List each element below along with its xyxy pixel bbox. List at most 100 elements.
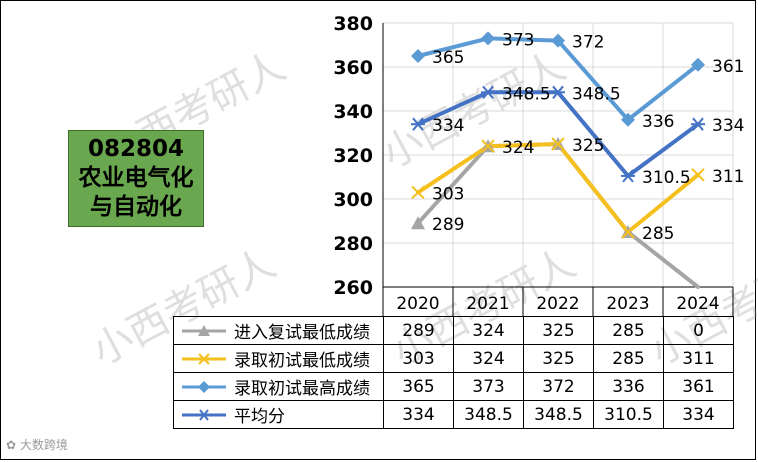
marker-s1-2021-b	[481, 139, 495, 153]
legend-key-icon	[182, 408, 226, 421]
marker-s1-2020	[411, 185, 425, 200]
legend-key-icon	[182, 380, 226, 393]
marker-s3-2024	[691, 117, 705, 131]
y-tick-label-380: 380	[333, 13, 373, 35]
legend-label: 平均分	[234, 407, 285, 427]
point-label-s3-2021: 348.5	[502, 84, 551, 104]
major-name-line2: 与自动化	[90, 194, 182, 220]
point-label-s3-2024: 334	[712, 116, 744, 136]
x-tick-label-2021: 2021	[466, 294, 509, 314]
table-cell: 348.5	[523, 400, 594, 429]
legend-cell: 录取初试最低成绩	[173, 344, 384, 373]
marker-s2-2024	[691, 57, 705, 72]
table-row: 录取初试最低成绩 303 324 325 285 311	[173, 344, 734, 373]
legend-label: 录取初试最低成绩	[234, 351, 370, 371]
table-row: 平均分 334 348.5 348.5 310.5 334	[173, 400, 734, 429]
table-cell: 348.5	[453, 400, 524, 429]
table-cell: 289	[383, 316, 454, 345]
table-cell: 334	[663, 400, 734, 429]
legend-key-marker-b	[198, 352, 210, 365]
table-cell: 324	[453, 316, 524, 345]
table-cell: 372	[523, 372, 594, 401]
y-axis: 260 280 300 320 340 360 380	[333, 13, 384, 299]
marker-s1-2023-b	[621, 225, 635, 239]
y-tick-label-280: 280	[333, 233, 373, 255]
point-label-s1-2022: 325	[572, 136, 604, 156]
table-cell: 311	[663, 344, 734, 373]
corner-logo-text: 大数跨境	[19, 438, 68, 452]
y-tick-label-260: 260	[333, 277, 373, 299]
marker-s3-2022	[551, 85, 565, 99]
legend-key-marker	[198, 324, 210, 336]
legend-label: 录取初试最高成绩	[234, 379, 370, 399]
legend-key-icon	[182, 352, 226, 365]
data-table: 进入复试最低成绩 289 324 325 285 0 录取初试最低成绩 303 324 325 28…	[173, 316, 734, 429]
legend-key-marker	[198, 380, 210, 393]
table-cell: 324	[453, 344, 524, 373]
marker-s1-2020-b	[411, 185, 425, 200]
marker-s1-2023	[621, 225, 635, 239]
corner-logo: ✿ 大数跨境	[6, 436, 68, 453]
point-label-s3-2020: 334	[432, 116, 464, 136]
legend-label: 进入复试最低成绩	[234, 323, 370, 343]
major-code-badge: 082804 农业电气化 与自动化	[68, 130, 204, 227]
x-tick-label-2020: 2020	[396, 294, 439, 314]
marker-s2-2021	[481, 31, 495, 46]
point-label-s2-2023: 336	[642, 112, 674, 132]
series-lines	[416, 36, 700, 289]
table-cell: 0	[663, 316, 734, 345]
marker-s1-2024	[691, 168, 705, 182]
table-cell: 325	[523, 316, 594, 345]
marker-s3-2024-d2	[692, 117, 704, 131]
marker-s3-2022-d2	[552, 85, 564, 99]
marker-s3-2020-d2	[412, 117, 424, 131]
point-label-s3-2023: 310.5	[642, 168, 691, 188]
marker-s1-2021	[481, 139, 495, 153]
marker-s3-2021	[481, 85, 495, 99]
legend-cell: 进入复试最低成绩	[173, 316, 384, 345]
legend-cell: 录取初试最高成绩	[173, 372, 384, 401]
point-label-s0-2023: 285	[642, 224, 674, 244]
legend-key-marker-d2	[199, 408, 209, 421]
marker-s3-2023-d2	[622, 169, 634, 183]
marker-s0-2020	[411, 216, 425, 230]
table-cell: 303	[383, 344, 454, 373]
marker-s3-2020	[411, 117, 425, 131]
marker-s2-2022	[551, 33, 565, 48]
point-label-s2-2020: 365	[432, 48, 464, 68]
marker-s3-2021-d2	[482, 85, 494, 99]
legend-key-icon	[182, 324, 226, 336]
marker-s1-2022-b	[551, 137, 565, 151]
y-tick-label-340: 340	[333, 101, 373, 123]
y-tick-label-320: 320	[333, 145, 373, 167]
y-tick-label-360: 360	[333, 57, 373, 79]
marker-s2-2023	[621, 112, 635, 127]
point-label-s1-2021: 324	[502, 138, 534, 158]
table-cell: 373	[453, 372, 524, 401]
table-cell: 285	[593, 316, 664, 345]
corner-logo-icon: ✿	[6, 438, 17, 452]
point-label-s0-2020: 289	[432, 215, 464, 235]
point-label-s1-2020: 303	[432, 184, 464, 204]
point-label-s2-2021: 373	[502, 30, 534, 50]
marker-s3-2023	[621, 169, 635, 183]
x-tick-label-2024: 2024	[676, 294, 719, 314]
marker-s2-2020	[411, 49, 425, 63]
major-name-line1: 农业电气化	[78, 165, 194, 191]
point-label-s1-2024: 311	[712, 167, 744, 187]
table-cell: 336	[593, 372, 664, 401]
point-label-s2-2022: 372	[572, 33, 604, 53]
table-row: 进入复试最低成绩 289 324 325 285 0	[173, 316, 734, 345]
marker-s1-2022	[551, 137, 565, 151]
x-tick-label-2023: 2023	[606, 294, 649, 314]
table-cell: 334	[383, 400, 454, 429]
series-markers	[411, 31, 705, 239]
table-cell: 325	[523, 344, 594, 373]
table-row: 录取初试最高成绩 365 373 372 336 361	[173, 372, 734, 401]
y-tick-label-300: 300	[333, 189, 373, 211]
table-cell: 285	[593, 344, 664, 373]
x-axis: 2020 2021 2022 2023 2024	[382, 286, 734, 316]
table-cell: 310.5	[593, 400, 664, 429]
